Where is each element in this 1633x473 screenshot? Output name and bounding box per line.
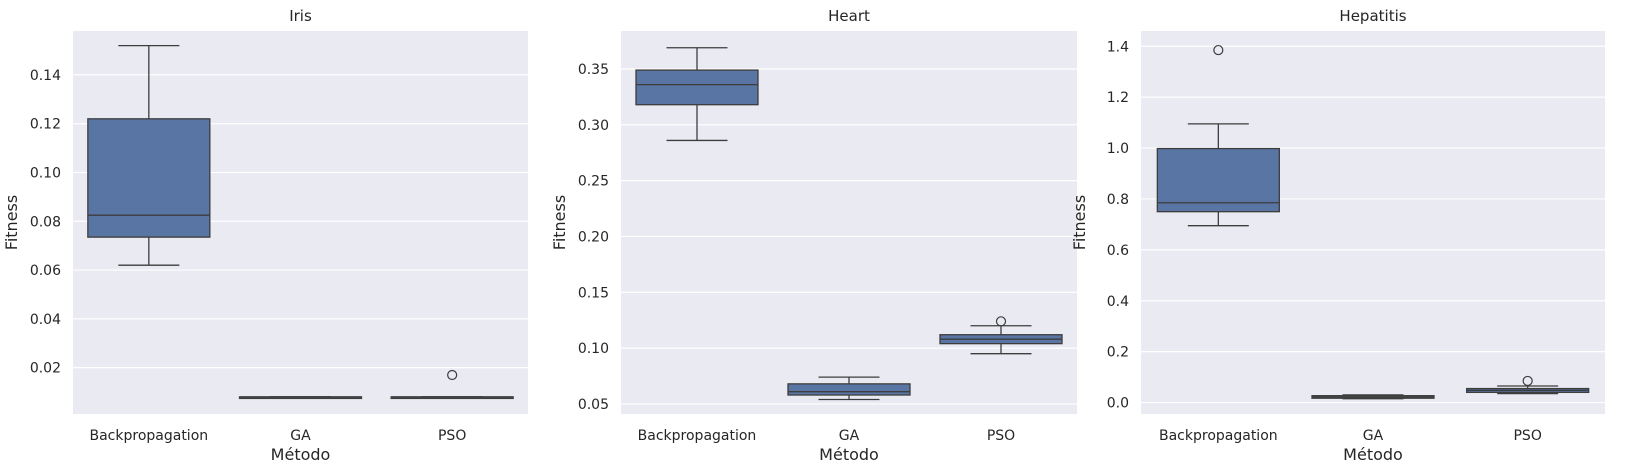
box-backpropagation	[635, 47, 759, 142]
y-tick-label: 0.6	[1107, 243, 1129, 259]
chart-title: Heart	[828, 7, 870, 25]
plot-area	[1141, 31, 1605, 414]
y-tick-label: 0.30	[578, 118, 609, 134]
outlier-point	[995, 316, 1007, 327]
chart-title: Hepatitis	[1339, 7, 1406, 25]
y-tick-label: 0.06	[30, 263, 61, 279]
y-tick-label: 0.10	[30, 165, 61, 181]
box-iqr	[87, 118, 211, 238]
y-axis-label: Fitness	[2, 195, 21, 250]
y-tick-label: 0.4	[1107, 294, 1129, 310]
box-pso	[939, 316, 1063, 355]
x-tick-label: GA	[839, 428, 860, 444]
y-tick-label: 0.10	[578, 341, 609, 357]
x-tick-label: PSO	[1513, 428, 1541, 444]
x-tick-label: Backpropagation	[638, 428, 757, 444]
x-tick-label: GA	[290, 428, 311, 444]
box-iqr	[635, 69, 759, 106]
x-tick-label: GA	[1363, 428, 1384, 444]
outlier-point	[447, 369, 458, 381]
y-tick-label: 0.20	[578, 229, 609, 245]
chart-panel-1: 0.05 0.10 0.15 0.20 0.25 0.30 0.35 Backpropagat…	[550, 7, 1077, 464]
chart-panel-2: 0.0 0.2 0.4 0.6 0.8 1.0 1.2 1.4 Backpropagation G…	[1070, 7, 1605, 464]
y-tick-label: 0.08	[30, 214, 61, 230]
x-axis-label: Método	[1343, 445, 1403, 464]
outlier-point	[1213, 44, 1224, 56]
x-tick-label: PSO	[987, 428, 1015, 444]
y-tick-label: 1.4	[1107, 39, 1129, 55]
box-ga	[238, 396, 363, 400]
x-axis-label: Método	[271, 445, 331, 464]
box-backpropagation	[87, 44, 211, 266]
y-tick-label: 1.0	[1107, 141, 1129, 157]
box-backpropagation	[1156, 44, 1280, 227]
y-axis-label: Fitness	[550, 195, 569, 250]
chart-title: Iris	[289, 7, 312, 25]
y-tick-label: 0.14	[30, 68, 61, 84]
box-ga	[787, 376, 911, 401]
y-tick-label: 0.25	[578, 174, 609, 190]
y-axis-label: Fitness	[1070, 195, 1089, 250]
box-ga	[1311, 394, 1435, 400]
y-tick-label: 0.04	[30, 312, 61, 328]
y-tick-label: 0.2	[1107, 345, 1129, 361]
y-tick-label: 0.0	[1107, 396, 1129, 412]
y-tick-label: 0.05	[578, 397, 609, 413]
box-iqr	[787, 383, 911, 396]
x-tick-label: Backpropagation	[1159, 428, 1278, 444]
x-axis-label: Método	[819, 445, 879, 464]
box-pso	[1466, 375, 1590, 395]
x-tick-label: Backpropagation	[90, 428, 209, 444]
x-tick-label: PSO	[438, 428, 466, 444]
chart-panel-0: 0.02 0.04 0.06 0.08 0.10 0.12 0.14 Backpropagat…	[2, 7, 528, 464]
y-tick-label: 0.15	[578, 285, 609, 301]
box-iqr	[1156, 147, 1280, 213]
y-tick-label: 0.8	[1107, 192, 1129, 208]
y-tick-label: 1.2	[1107, 90, 1129, 106]
y-tick-label: 0.02	[30, 361, 61, 377]
outlier-point	[1522, 375, 1533, 387]
y-tick-label: 0.35	[578, 62, 609, 78]
y-tick-label: 0.12	[30, 117, 61, 133]
box-pso	[390, 369, 514, 400]
